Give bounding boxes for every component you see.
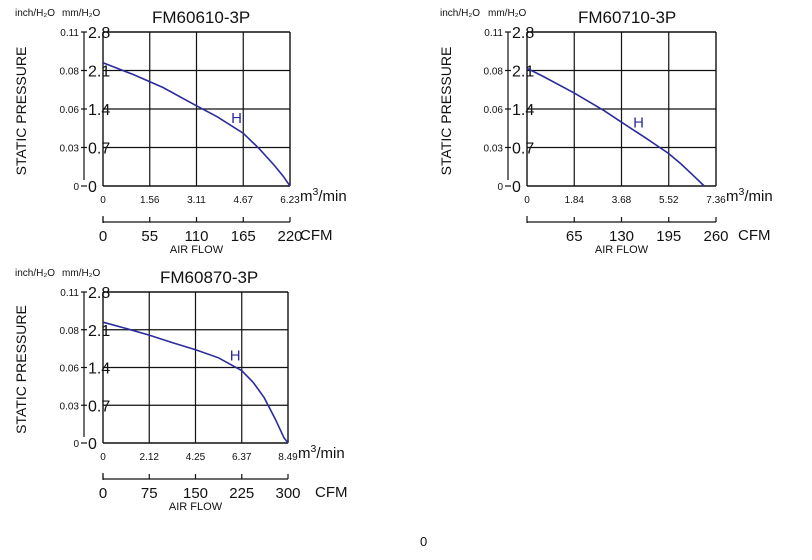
x-tick-label-cfm: 130 (609, 228, 634, 245)
x-tick-label-m3: 4.67 (234, 195, 254, 206)
chart-title: FM60870-3P (160, 268, 258, 287)
x-tick-label-m3: 7.36 (706, 195, 726, 206)
y-tick-label-inch: 0.08 (60, 326, 80, 337)
curve-line (102, 321, 289, 444)
x-unit-m3-label: m3/min (726, 186, 773, 205)
x-tick-label-cfm: 225 (229, 485, 254, 502)
y-tick-label-inch: 0.06 (60, 105, 80, 116)
y-tick-label-inch: 0 (73, 439, 79, 450)
y-tick-label-inch: 0.06 (60, 364, 80, 375)
x-tick-label-cfm: 165 (231, 228, 256, 245)
x-tick-label-cfm: 55 (141, 228, 158, 245)
y-tick-label-inch: 0.11 (484, 28, 503, 39)
cfm-unit-label: CFM (738, 227, 771, 244)
y-tick-label-inch: 0 (497, 182, 503, 193)
y-tick-label-inch: 0.08 (60, 67, 80, 78)
x-tick-label-cfm: 195 (656, 228, 681, 245)
cfm-unit-label: CFM (315, 484, 348, 501)
x-tick-label-m3: 0 (100, 195, 106, 206)
x-tick-label-m3: 8.49 (278, 452, 298, 463)
y-tick-label-mm: 1.4 (512, 102, 534, 119)
x-tick-label-m3: 3.68 (612, 195, 632, 206)
y-axis-label: STATIC PRESSURE (13, 305, 29, 434)
x-tick-label-m3: 2.12 (140, 452, 160, 463)
curve-label: H (231, 110, 242, 127)
chart-title: FM60610-3P (152, 8, 250, 27)
y-tick-label-mm: 2.8 (88, 25, 110, 42)
y-unit-inch-label: inch/H₂O (15, 8, 55, 19)
x-tick-label-cfm: 150 (183, 485, 208, 502)
x-tick-label-cfm: 300 (275, 485, 300, 502)
x-tick-label-cfm: 75 (141, 485, 158, 502)
curve-label: H (230, 348, 241, 365)
x-tick-label-m3: 0 (524, 195, 530, 206)
y-axis-label: STATIC PRESSURE (438, 47, 454, 176)
y-tick-label-mm: 2.8 (512, 25, 534, 42)
chart-title: FM60710-3P (578, 8, 676, 27)
y-tick-label-inch: 0.06 (484, 105, 504, 116)
x-tick-label-cfm: 220 (277, 228, 302, 245)
y-tick-label-mm: 0.7 (88, 398, 110, 415)
cfm-unit-label: CFM (300, 227, 333, 244)
y-tick-label-mm: 2.1 (88, 323, 110, 340)
y-tick-label-inch: 0.11 (60, 28, 79, 39)
y-tick-label-mm: 1.4 (88, 102, 110, 119)
x-tick-label-m3: 0 (100, 452, 106, 463)
x-tick-label-m3: 5.52 (659, 195, 679, 206)
y-tick-label-mm: 0.7 (88, 141, 110, 158)
x-unit-m3-label: m3/min (298, 443, 345, 462)
stray-mark: 0 (420, 534, 428, 549)
curve-line (526, 67, 705, 187)
y-unit-inch-label: inch/H₂O (440, 8, 480, 19)
x-tick-label-cfm: 110 (185, 228, 209, 245)
x-tick-label-m3: 6.37 (232, 452, 252, 463)
y-tick-label-mm: 0 (88, 179, 97, 196)
x-axis-label: AIR FLOW (595, 244, 649, 256)
y-tick-label-inch: 0.08 (484, 67, 504, 78)
y-tick-label-mm: 0 (88, 436, 97, 453)
y-tick-label-inch: 0.03 (60, 144, 80, 155)
y-tick-label-mm: 0 (512, 179, 521, 196)
x-axis-label: AIR FLOW (170, 244, 224, 256)
x-axis-label: AIR FLOW (169, 501, 223, 513)
y-unit-inch-label: inch/H₂O (15, 268, 55, 279)
y-tick-label-inch: 0.03 (60, 401, 80, 412)
x-tick-label-m3: 3.11 (187, 195, 206, 206)
y-axis-label: STATIC PRESSURE (13, 47, 29, 176)
x-tick-label-m3: 1.56 (140, 195, 160, 206)
curve-label: H (633, 115, 644, 132)
x-tick-label-m3: 1.84 (565, 195, 585, 206)
y-tick-label-inch: 0 (73, 182, 79, 193)
y-tick-label-inch: 0.03 (484, 144, 504, 155)
y-tick-label-mm: 0.7 (512, 141, 534, 158)
x-tick-label-cfm: 260 (703, 228, 728, 245)
y-tick-label-mm: 2.8 (88, 285, 110, 302)
y-unit-mm-label: mm/H₂O (488, 8, 527, 19)
y-unit-mm-label: mm/H₂O (62, 268, 101, 279)
y-tick-label-mm: 2.1 (512, 64, 534, 81)
x-tick-label-cfm: 65 (566, 228, 583, 245)
curve-line (102, 62, 291, 187)
x-tick-label-m3: 4.25 (186, 452, 206, 463)
x-tick-label-m3: 6.23 (280, 195, 300, 206)
x-tick-label-cfm: 0 (99, 228, 107, 245)
x-unit-m3-label: m3/min (300, 186, 347, 205)
y-unit-mm-label: mm/H₂O (62, 8, 101, 19)
y-tick-label-inch: 0.11 (60, 288, 79, 299)
y-tick-label-mm: 1.4 (88, 361, 110, 378)
x-tick-label-cfm: 0 (99, 485, 107, 502)
y-tick-label-mm: 2.1 (88, 64, 110, 81)
